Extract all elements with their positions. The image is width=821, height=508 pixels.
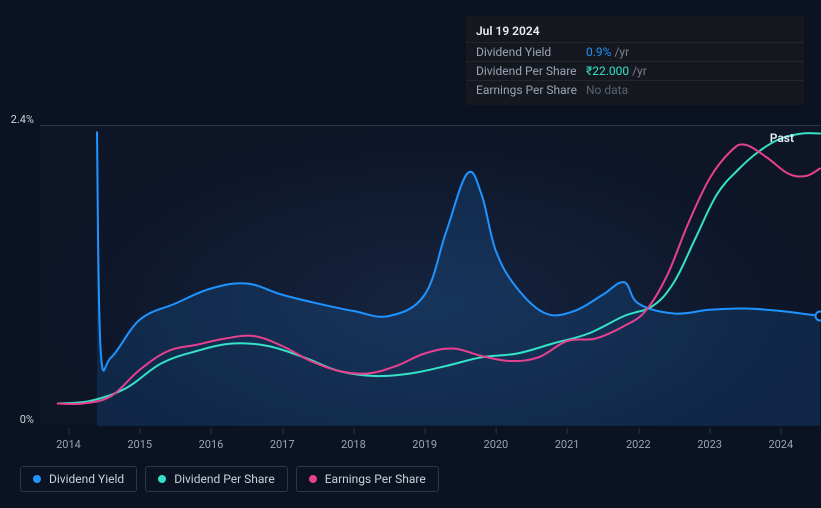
tooltip-row: Earnings Per Share No data <box>466 80 804 99</box>
tooltip-value: No data <box>586 83 628 97</box>
legend-item-dividend-per-share[interactable]: Dividend Per Share <box>145 466 288 492</box>
tooltip-value: 0.9% <box>586 45 611 59</box>
x-axis-tick: 2024 <box>768 438 793 451</box>
tooltip-date: Jul 19 2024 <box>476 24 540 38</box>
tooltip-row: Dividend Per Share ₹22.000 /yr <box>466 61 804 80</box>
x-axis-tick: 2022 <box>626 438 651 451</box>
x-axis-tick: 2014 <box>56 438 81 451</box>
y-axis-label-max: 2.4% <box>11 113 34 126</box>
legend-label: Dividend Yield <box>49 472 124 486</box>
tooltip-value: ₹22.000 <box>586 64 629 78</box>
x-axis-tick: 2020 <box>484 438 509 451</box>
x-axis-tick: 2015 <box>127 438 152 451</box>
x-axis-tick: 2021 <box>555 438 580 451</box>
x-axis: 2014 2015 2016 2017 2018 2019 2020 2021 2022 2023… <box>40 430 820 450</box>
legend-swatch <box>158 475 166 483</box>
legend-label: Dividend Per Share <box>174 472 275 486</box>
x-axis-tick: 2018 <box>341 438 366 451</box>
legend-label: Earnings Per Share <box>325 472 426 486</box>
x-axis-tick: 2019 <box>412 438 437 451</box>
x-axis-tick: 2023 <box>697 438 722 451</box>
legend-item-earnings-per-share[interactable]: Earnings Per Share <box>296 466 439 492</box>
x-axis-tick: 2016 <box>199 438 224 451</box>
tooltip: Jul 19 2024 Dividend Yield 0.9% /yr Divi… <box>466 16 804 105</box>
tooltip-key: Dividend Yield <box>476 45 586 59</box>
legend: Dividend Yield Dividend Per Share Earnin… <box>20 466 439 492</box>
y-axis-label-min: 0% <box>20 413 34 426</box>
tooltip-key: Earnings Per Share <box>476 83 586 97</box>
tooltip-row: Dividend Yield 0.9% /yr <box>466 42 804 61</box>
legend-item-dividend-yield[interactable]: Dividend Yield <box>20 466 137 492</box>
legend-swatch <box>33 475 41 483</box>
past-label: Past <box>770 131 794 145</box>
x-axis-tick: 2017 <box>270 438 295 451</box>
tooltip-unit: /yr <box>632 64 647 78</box>
legend-swatch <box>309 475 317 483</box>
tooltip-unit: /yr <box>614 45 629 59</box>
tooltip-key: Dividend Per Share <box>476 64 586 78</box>
plot-area[interactable] <box>40 125 820 425</box>
